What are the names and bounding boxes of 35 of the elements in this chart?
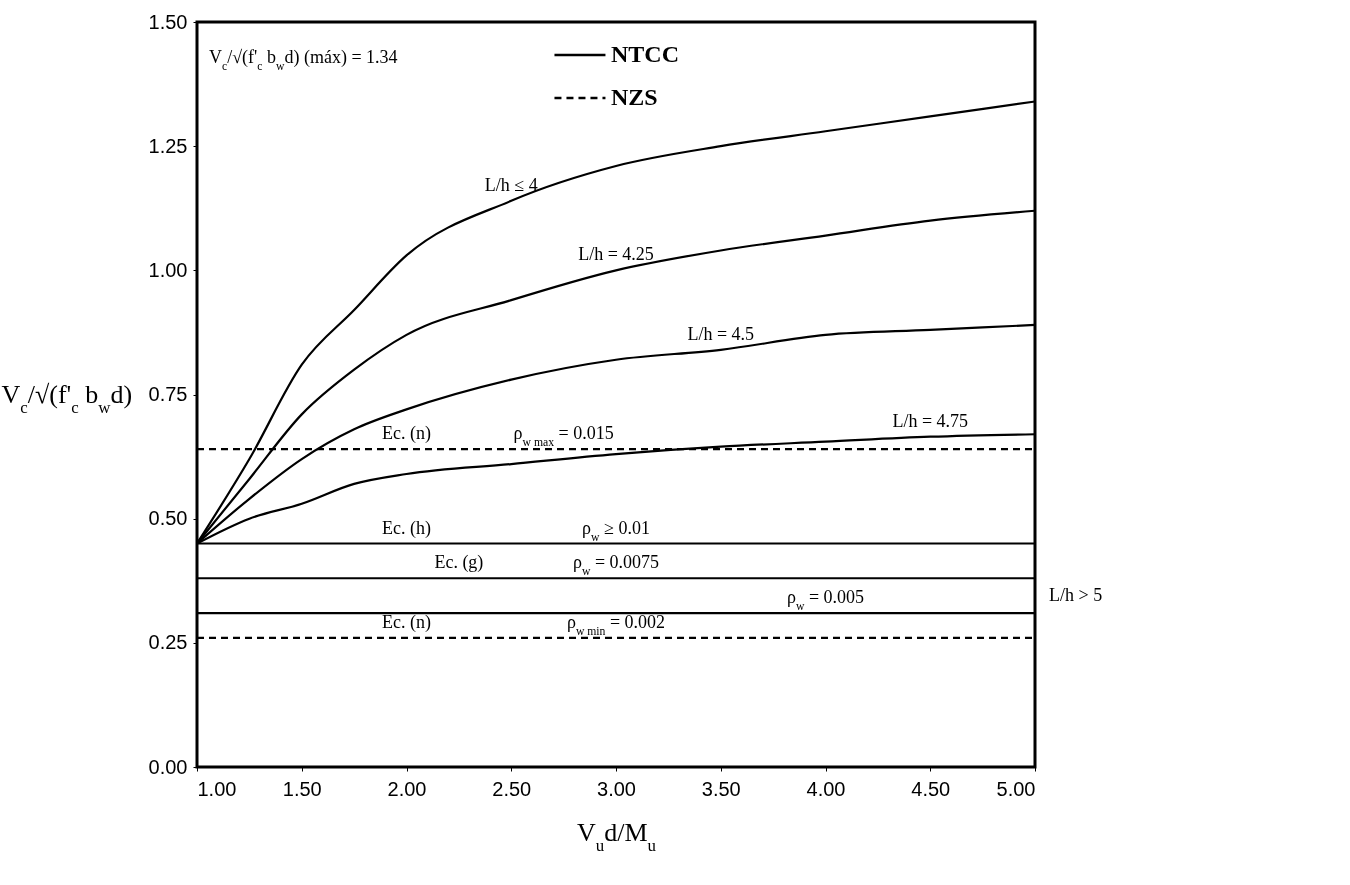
- x-tick-label: 1.50: [282, 777, 322, 800]
- y-tick-label: 0.00: [148, 755, 188, 778]
- annotation: L/h ≤ 4: [484, 174, 538, 195]
- annotation: Ec. (h): [382, 517, 431, 539]
- legend-label: NTCC: [610, 41, 679, 67]
- x-axis-title: V$_{u}$d/M$_{u}$: [576, 817, 657, 854]
- annotation: L/h = 4.5: [687, 323, 755, 344]
- annotation: ρ$_{w min}$ = 0.002: [566, 611, 666, 638]
- annotation: Ec. (n): [382, 611, 431, 633]
- annotation: ρ$_{w max}$ = 0.015: [513, 423, 614, 449]
- y-tick-label: 0.25: [148, 631, 188, 654]
- annotation: Ec. (g): [434, 552, 484, 574]
- text: L/h > 5: [1049, 584, 1103, 605]
- x-tick-label: 4.00: [806, 777, 846, 800]
- y-tick-label: 0.50: [148, 507, 188, 530]
- legend-label: NZS: [610, 84, 658, 110]
- x-tick-label: 3.00: [597, 777, 636, 800]
- y-axis-title: V$_{c}$/√(f'$_{c}$ b$_{w}$d): [1, 380, 133, 417]
- x-tick-label: 2.00: [387, 777, 427, 800]
- y-tick-label: 1.25: [148, 134, 188, 157]
- annotation: ρ$_{w}$ ≥ 0.01: [582, 517, 650, 543]
- y-tick-label: 1.00: [148, 258, 188, 281]
- annotation: L/h = 4.25: [578, 244, 654, 265]
- x-tick-label: 3.50: [701, 777, 741, 800]
- x-tick-label: 5.00: [996, 777, 1036, 800]
- x-tick-label: 4.50: [911, 777, 951, 800]
- annotation: ρ$_{w}$ = 0.0075: [572, 552, 660, 578]
- x-tick-label: 1.00: [197, 777, 237, 800]
- annotation: V$_{c}$/√(f'$_{c}$ b$_{w}$d) (máx) = 1.34: [209, 47, 398, 73]
- annotation: Ec. (n): [382, 423, 431, 445]
- annotation: ρ$_{w}$ = 0.005: [786, 587, 865, 613]
- y-tick-label: 0.75: [148, 383, 188, 405]
- annotation: L/h = 4.75: [892, 410, 969, 431]
- y-tick-label: 1.50: [148, 10, 188, 33]
- x-tick-label: 2.50: [492, 777, 532, 800]
